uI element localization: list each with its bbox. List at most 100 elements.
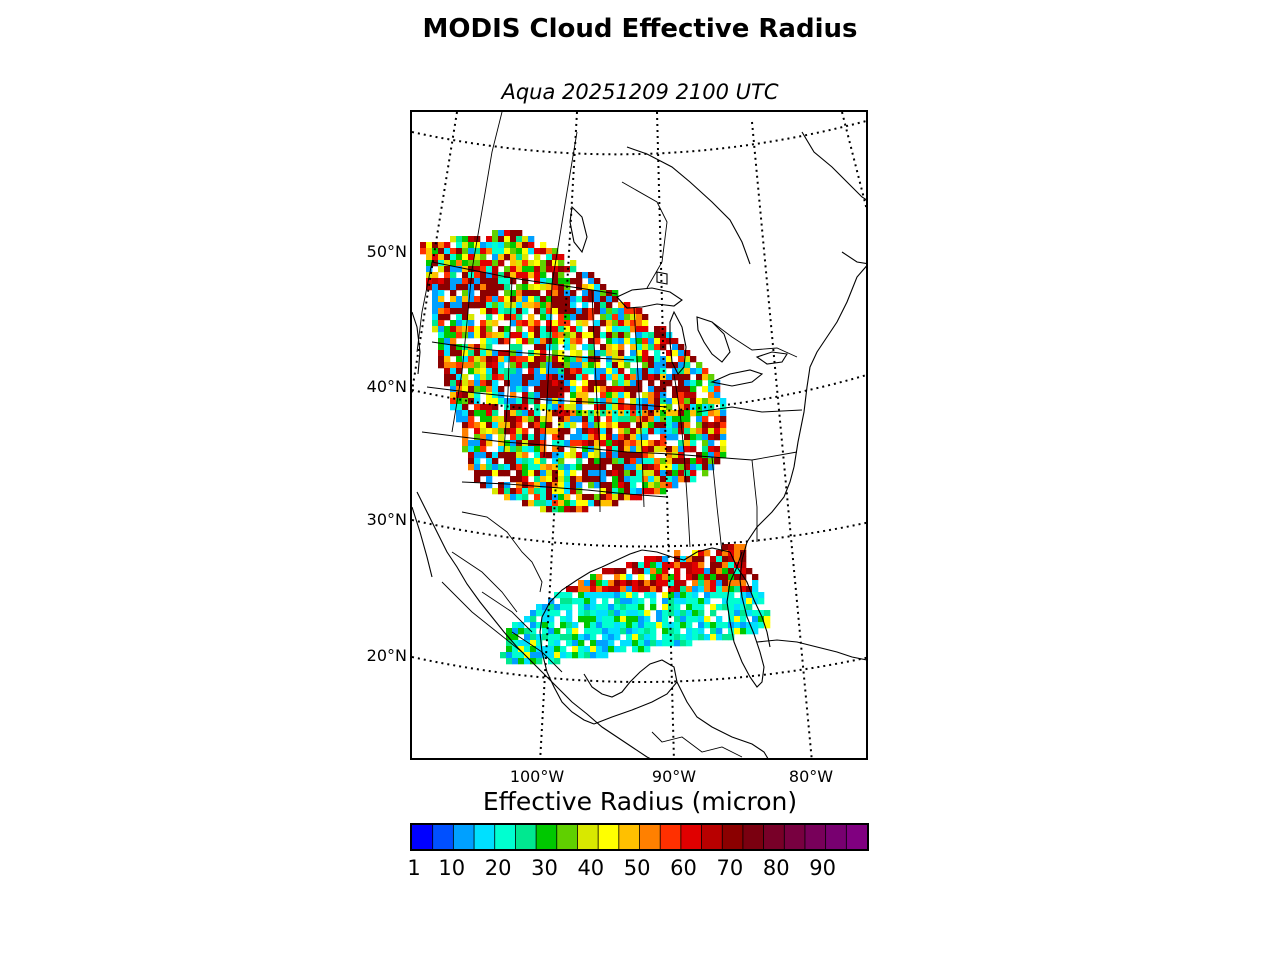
colorbar-segment (453, 825, 475, 849)
mexico-state-1 (451, 551, 518, 613)
baja-coast (412, 506, 433, 578)
colorbar-segment (825, 825, 847, 849)
colorbar-segment (577, 825, 599, 849)
lat-label-20n: 20°N (366, 646, 407, 665)
state-line-3 (503, 277, 513, 453)
lake-nipigon (656, 271, 668, 285)
lat-label-50n: 50°N (366, 242, 407, 261)
lat-label-40n: 40°N (366, 377, 407, 396)
state-line-11 (461, 481, 668, 498)
gulf-coast (539, 547, 731, 725)
colorbar-segment (412, 825, 434, 849)
colorbar-segment (515, 825, 537, 849)
central-america-coast (676, 681, 769, 758)
colorbar-title: Effective Radius (micron) (482, 787, 798, 816)
lon-label-100w: 100°W (509, 767, 565, 786)
colorbar-tick-label: 1 (407, 856, 421, 880)
colorbar-tick-label: 20 (484, 856, 512, 880)
province-line-1 (471, 112, 503, 271)
colorbar-segment (742, 825, 765, 849)
cloud-swath (500, 544, 771, 665)
state-line-1 (416, 261, 433, 353)
mexico-pacific-coast (416, 491, 651, 758)
state-line-13 (711, 456, 723, 553)
colorbar-segment (432, 825, 454, 849)
colorbar-segment (494, 825, 516, 849)
us-canada-border (431, 261, 618, 295)
colorbar-segment (784, 825, 806, 849)
state-line-10 (421, 431, 798, 461)
parallel-50n (412, 120, 866, 156)
colorbar-gradient (412, 825, 867, 849)
us-east-coast (726, 466, 795, 688)
lat-label-30n: 30°N (366, 510, 407, 529)
meridian-70w (841, 112, 866, 211)
lake-erie (710, 369, 764, 387)
maritimes-coast (793, 265, 866, 468)
state-line-12 (696, 406, 803, 413)
lake-huron (696, 316, 731, 363)
colorbar-segment (763, 825, 785, 849)
labrador-coast (841, 251, 866, 264)
colorbar-tick-label: 90 (809, 856, 836, 880)
state-line-14 (751, 459, 758, 542)
colorbar-tick-label: 50 (623, 856, 651, 880)
colorbar-segment (536, 825, 558, 849)
state-line-8 (431, 341, 635, 361)
colorbar-tick-label: 80 (762, 856, 790, 880)
mexico-state-4 (511, 631, 563, 673)
province-line-3 (621, 181, 668, 289)
lon-label-80w: 80°W (788, 767, 834, 786)
map-title: MODIS Cloud Effective Radius (422, 14, 858, 44)
colorbar-segment (846, 825, 867, 849)
colorbar-segment (598, 825, 620, 849)
lake-winnipeg (569, 205, 588, 254)
map-subtitle: Aqua 20251209 2100 UTC (501, 80, 779, 104)
colorbar-segment (722, 825, 744, 849)
cuba-coast (756, 639, 866, 661)
coastline-layer (412, 131, 866, 758)
colorbar-tick-label: 10 (438, 856, 466, 880)
swath-layer (420, 230, 771, 665)
meridian-80w (751, 121, 813, 758)
lake-superior (616, 287, 683, 309)
hudson-bay-coast (626, 146, 751, 265)
mexico-state-2 (481, 591, 533, 633)
florida-coast (729, 551, 771, 648)
colorbar-segment (556, 825, 578, 849)
colorbar-tick-label: 30 (531, 856, 558, 880)
colorbar-tick-label: 40 (577, 856, 605, 880)
map-panel (410, 110, 868, 760)
meridian-90w (656, 112, 675, 758)
canada-coast-north (801, 131, 866, 201)
colorbar (410, 823, 869, 851)
parallel-30n (412, 519, 866, 548)
meridian-110w (412, 112, 458, 398)
colorbar-segment (618, 825, 640, 849)
political-boundaries (416, 112, 803, 758)
colorbar-segment (660, 825, 682, 849)
yucatan-coast (583, 659, 678, 725)
map-canvas (412, 112, 866, 758)
central-america-borders (651, 731, 743, 758)
state-line-7 (673, 373, 691, 548)
texas-border (461, 511, 543, 593)
colorbar-tick-label: 60 (670, 856, 697, 880)
colorbar-segment (639, 825, 661, 849)
colorbar-segment (474, 825, 496, 849)
state-line-9 (426, 386, 668, 408)
mexico-state-3 (441, 581, 523, 653)
graticule (412, 112, 866, 758)
colorbar-segment (701, 825, 723, 849)
lake-ontario (755, 351, 788, 365)
colorbar-tick-label: 70 (716, 856, 744, 880)
colorbar-segment (680, 825, 703, 849)
lon-label-90w: 90°W (651, 767, 697, 786)
meridian-100w (539, 112, 578, 758)
parallel-20n (412, 656, 866, 683)
us-canada-border-east (711, 321, 798, 358)
lake-michigan (669, 310, 687, 375)
state-line-4 (543, 283, 553, 458)
province-line-2 (551, 131, 578, 285)
colorbar-segment (804, 825, 827, 849)
